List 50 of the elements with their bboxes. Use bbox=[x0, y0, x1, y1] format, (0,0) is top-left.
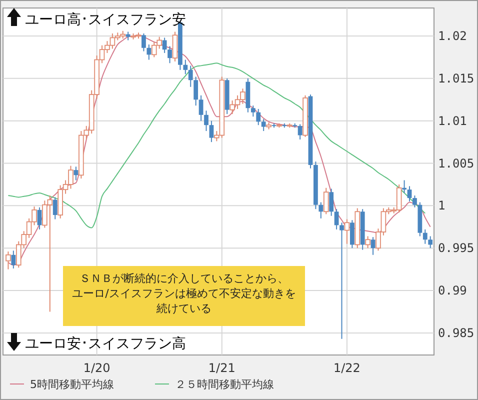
line-series bbox=[8, 34, 431, 266]
candlestick bbox=[344, 218, 350, 244]
x-tick-label: 1/20 bbox=[83, 361, 110, 375]
x-tick-label: 1/21 bbox=[208, 361, 236, 375]
annotation: ユーロ高･スイスフラン安 bbox=[25, 12, 186, 28]
x-tick-label: 1/22 bbox=[333, 361, 360, 375]
y-tick-label: 0.99 bbox=[438, 284, 467, 298]
line-series bbox=[8, 62, 426, 228]
y-tick-label: 1.01 bbox=[438, 114, 467, 128]
y-tick-label: 1.015 bbox=[438, 71, 474, 86]
candlestick bbox=[198, 94, 204, 122]
candlestick bbox=[194, 76, 198, 106]
y-tick-label: 1.005 bbox=[438, 156, 474, 170]
candlestick bbox=[261, 118, 266, 132]
annotation: ユーロ安･スイスフラン高 bbox=[25, 336, 186, 352]
candlestick bbox=[412, 195, 417, 208]
annotation: ＳＮＢが断続的に介入していることから、ユーロ/スイスフランは極めて不安定な動きを続けている bbox=[72, 272, 296, 315]
candlestick bbox=[298, 124, 302, 140]
candlestick bbox=[407, 186, 412, 202]
candlestick bbox=[162, 37, 167, 54]
candlestick bbox=[256, 108, 261, 126]
y-tick-label: 1 bbox=[438, 198, 446, 213]
candlestick bbox=[11, 250, 16, 269]
candlestick bbox=[318, 202, 324, 219]
candlestick bbox=[428, 236, 433, 249]
candlestick bbox=[340, 222, 344, 340]
candlestick bbox=[370, 236, 376, 256]
y-tick-label: 1.02 bbox=[438, 29, 467, 43]
candlestick bbox=[146, 44, 152, 60]
candlestick bbox=[402, 180, 406, 194]
candlestick bbox=[329, 188, 334, 216]
candlestick bbox=[172, 31, 178, 62]
candlestick bbox=[323, 187, 329, 215]
candlestick bbox=[204, 110, 208, 132]
candlestick bbox=[52, 196, 58, 220]
candlestick bbox=[365, 236, 370, 249]
candlestick bbox=[422, 228, 428, 244]
y-tick-label: 0.985 bbox=[438, 326, 474, 340]
candlestick bbox=[6, 250, 11, 270]
candlestick bbox=[168, 46, 172, 64]
legend-label: 5時間移動平均線 bbox=[30, 378, 114, 391]
candlestick bbox=[250, 105, 256, 118]
candlestick bbox=[142, 32, 146, 52]
y-tick-label: 0.995 bbox=[438, 241, 474, 256]
candlestick bbox=[350, 220, 354, 249]
legend-label: ２５時間移動平均線 bbox=[175, 378, 274, 391]
candlestick bbox=[334, 208, 339, 230]
candlestick bbox=[183, 59, 188, 75]
candlestick bbox=[209, 120, 214, 143]
candlestick bbox=[188, 65, 193, 88]
